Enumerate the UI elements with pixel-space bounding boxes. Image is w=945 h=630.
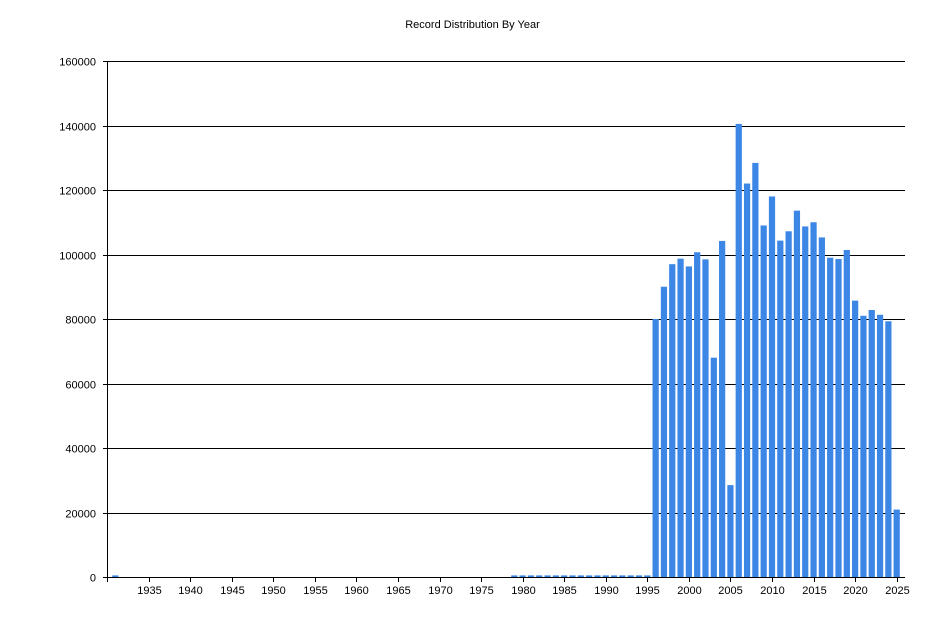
bar <box>827 257 834 577</box>
bar <box>619 575 626 577</box>
bar <box>586 575 593 577</box>
bar <box>569 575 576 577</box>
x-tick-label: 2005 <box>718 585 742 597</box>
x-tick-label: 2010 <box>760 585 784 597</box>
bar <box>885 321 892 577</box>
bar <box>768 196 776 577</box>
x-tick-label: 2015 <box>802 585 826 597</box>
x-tick-label: 1950 <box>261 585 285 597</box>
y-tick-label: 0 <box>90 573 96 585</box>
bar <box>727 485 734 577</box>
bar <box>793 210 801 577</box>
bar <box>785 231 792 577</box>
bar <box>835 259 842 577</box>
bar <box>743 183 751 578</box>
x-tick-label: 1960 <box>344 585 368 597</box>
bar <box>818 237 825 577</box>
y-tick-label: 140000 <box>59 122 96 134</box>
bar <box>694 252 701 578</box>
bar <box>710 357 717 577</box>
x-tick-label: 1980 <box>511 585 535 597</box>
bar <box>519 575 526 577</box>
x-tick-label: 2025 <box>885 585 909 597</box>
x-tick-label: 1990 <box>594 585 618 597</box>
bar <box>802 226 809 577</box>
bar <box>669 264 676 577</box>
chart-title: Record Distribution By Year <box>405 19 540 31</box>
x-tick-label: 1985 <box>552 585 576 597</box>
bar <box>511 575 518 577</box>
bar <box>677 258 684 577</box>
bar <box>577 575 584 577</box>
bar <box>893 509 900 577</box>
bar <box>843 249 850 578</box>
x-tick-labels: 1935 1940 1945 1950 1955 1960 1965 1970 1975 1980… <box>137 585 909 597</box>
bar <box>527 575 535 577</box>
x-tick-label: 2000 <box>677 585 701 597</box>
bar <box>777 240 784 577</box>
bar <box>627 575 634 577</box>
bar <box>868 309 875 577</box>
y-tick-label: 20000 <box>65 509 96 521</box>
y-tick-labels: 0 20000 40000 60000 80000 100000 120000 140000 1… <box>59 57 96 585</box>
bars <box>112 123 900 578</box>
bar <box>552 575 559 577</box>
bar <box>860 315 867 577</box>
bar <box>719 240 726 577</box>
y-tick-label: 120000 <box>59 186 96 198</box>
x-tick-label: 1955 <box>303 585 327 597</box>
bar <box>735 123 742 577</box>
axes <box>103 61 905 582</box>
bar <box>635 575 643 577</box>
bar <box>536 575 543 577</box>
x-tick-label: 1995 <box>635 585 659 597</box>
bar <box>876 314 884 577</box>
y-tick-label: 160000 <box>59 57 96 69</box>
bar <box>810 222 817 577</box>
x-tick-label: 2020 <box>843 585 867 597</box>
bar <box>561 575 568 577</box>
bar <box>760 225 767 577</box>
x-tick-label: 1970 <box>428 585 452 597</box>
x-tick-label: 1935 <box>137 585 161 597</box>
y-tick-label: 100000 <box>59 251 96 263</box>
y-tick-label: 80000 <box>65 315 96 327</box>
bar <box>610 575 618 577</box>
bar <box>852 300 859 577</box>
bar <box>752 162 759 577</box>
x-tick-label: 1945 <box>220 585 244 597</box>
bar <box>652 319 659 577</box>
bar <box>644 575 651 577</box>
x-tick-label: 1965 <box>386 585 410 597</box>
bar <box>544 575 551 577</box>
bar <box>660 286 668 577</box>
grid-lines <box>107 61 905 514</box>
y-tick-label: 60000 <box>65 380 96 392</box>
bar <box>594 575 601 577</box>
bar <box>685 266 692 577</box>
bar <box>702 259 709 577</box>
y-tick-label: 40000 <box>65 444 96 456</box>
bar <box>602 575 609 577</box>
x-tick-label: 1975 <box>469 585 493 597</box>
bar <box>112 575 119 577</box>
x-tick-label: 1940 <box>178 585 202 597</box>
